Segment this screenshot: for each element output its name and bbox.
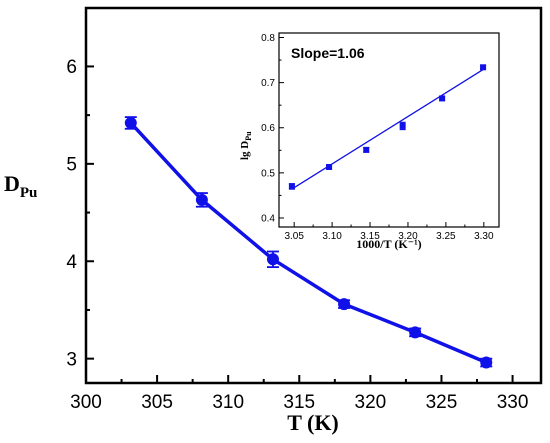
- main-y-axis-label-sub: Pu: [20, 185, 38, 201]
- main-y-tick-label: 6: [66, 57, 77, 78]
- inset-data-point: [363, 146, 370, 153]
- inset-y-axis-label: lg DPu: [239, 131, 253, 160]
- main-y-axis-label-main: D: [4, 171, 20, 196]
- main-x-tick-label: 300: [70, 392, 102, 413]
- inset-y-tick-label: 0.5: [261, 168, 275, 179]
- main-series: [124, 116, 493, 369]
- inset-data-point: [326, 163, 333, 170]
- inset-x-tick-label: 3.20: [398, 231, 418, 242]
- inset-x-axis-label: 1000/T (K⁻¹): [356, 237, 421, 251]
- inset-y-axis-label-main: lg D: [239, 141, 251, 160]
- inset-y-tick-label: 0.7: [261, 78, 275, 89]
- inset-data-point: [399, 122, 406, 129]
- inset-plot-frame: [278, 32, 500, 228]
- main-data-point: [266, 253, 279, 266]
- inset-series: [288, 64, 487, 190]
- inset-ticks: 3.05 3.10 3.15 3.20 3.25 3.30 0.4 0.5 0.6 0.7 0.8: [261, 33, 494, 242]
- inset-y-tick-label: 0.4: [261, 213, 275, 224]
- inset-x-tick-label: 3.10: [322, 231, 342, 242]
- main-x-tick-label: 320: [355, 392, 387, 413]
- main-data-point: [195, 193, 208, 206]
- main-data-point: [124, 116, 137, 129]
- main-y-tick-label: 5: [66, 154, 77, 175]
- main-plot-frame: [84, 6, 543, 385]
- inset-x-tick-label: 3.25: [436, 231, 456, 242]
- main-x-tick-label: 330: [497, 392, 529, 413]
- main-data-point: [480, 356, 493, 369]
- inset-fit-line: [291, 68, 484, 190]
- inset-data-point: [288, 183, 295, 190]
- main-y-tick-label: 3: [66, 349, 77, 370]
- main-x-axis-label: T (K): [287, 410, 339, 435]
- main-x-tick-label: 305: [141, 392, 173, 413]
- main-x-tick-label: 325: [426, 392, 458, 413]
- inset-data-point: [439, 95, 446, 102]
- main-y-axis-label: DPu: [4, 171, 37, 201]
- inset-slope-annotation: Slope=1.06: [291, 45, 365, 61]
- main-data-point: [338, 298, 351, 311]
- main-x-tick-label: 310: [212, 392, 244, 413]
- main-x-tick-label: 315: [283, 392, 315, 413]
- inset-x-tick-label: 3.05: [284, 231, 304, 242]
- inset-y-tick-label: 0.6: [261, 123, 275, 134]
- inset-x-tick-label: 3.30: [474, 231, 494, 242]
- inset-y-axis-label-sub: Pu: [244, 131, 253, 141]
- main-series-line: [129, 121, 487, 365]
- main-data-point: [409, 326, 422, 339]
- main-ticks: 300 305 310 315 320 325 330 3 4 5 6: [66, 57, 528, 413]
- main-y-tick-label: 4: [66, 252, 77, 273]
- inset-y-tick-label: 0.8: [261, 33, 275, 44]
- inset-x-tick-label: 3.15: [360, 231, 380, 242]
- inset-data-point: [480, 64, 487, 71]
